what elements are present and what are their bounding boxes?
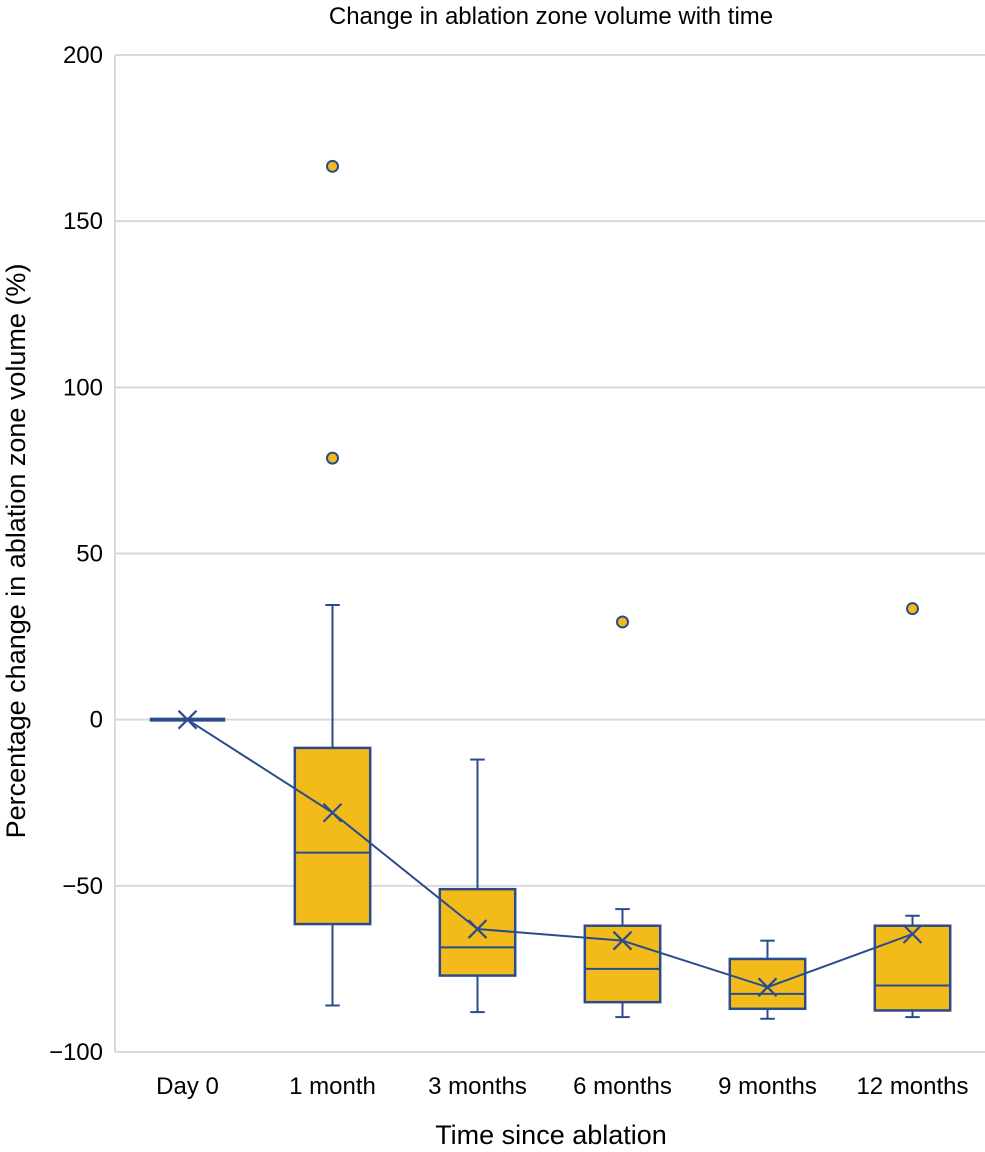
- outlier-point: [326, 451, 339, 465]
- box-body: [438, 887, 517, 977]
- box-body: [728, 957, 807, 1011]
- outlier-point: [616, 615, 629, 629]
- grid: [114, 54, 985, 1053]
- x-tick-label: 3 months: [428, 1073, 527, 1100]
- box-2: [293, 159, 372, 1007]
- x-tick-label: 6 months: [573, 1073, 672, 1100]
- x-tick-label: 9 months: [718, 1073, 817, 1100]
- mean-line: [186, 718, 913, 989]
- x-axis-title: Time since ablation: [435, 1120, 667, 1150]
- y-tick-label: 0: [90, 707, 103, 734]
- y-axis: 200 150 100 50 0 −50 −100: [49, 42, 103, 1066]
- y-tick-label: −100: [49, 1039, 103, 1066]
- box-6: [873, 602, 952, 1019]
- mean-marker: [902, 924, 923, 944]
- box-5: [728, 939, 807, 1020]
- mean-marker: [322, 802, 343, 823]
- box-4: [583, 615, 662, 1019]
- y-tick-label: 200: [63, 42, 103, 69]
- mean-line-group: [177, 709, 923, 997]
- box-series: [149, 159, 952, 1020]
- box-body: [873, 924, 952, 1012]
- box-body: [293, 746, 372, 926]
- box-body: [583, 924, 662, 1004]
- y-tick-label: 50: [76, 541, 103, 568]
- y-axis-title: Percentage change in ablation zone volum…: [1, 264, 31, 839]
- x-tick-label: 12 months: [856, 1073, 968, 1100]
- outlier-point: [326, 159, 339, 173]
- x-tick-label: Day 0: [156, 1073, 219, 1100]
- mean-marker: [612, 930, 633, 951]
- y-tick-label: −50: [62, 873, 103, 900]
- mean-marker: [467, 919, 488, 939]
- y-tick-label: 100: [63, 374, 103, 401]
- y-tick-label: 150: [63, 208, 103, 235]
- x-tick-label: 1 month: [289, 1073, 376, 1100]
- x-axis: Day 0 1 month 3 months 6 months 9 months 12 m…: [156, 1073, 968, 1100]
- mean-marker: [177, 709, 198, 730]
- chart-title: Change in ablation zone volume with time: [329, 3, 773, 30]
- outlier-point: [906, 602, 919, 616]
- mean-marker: [757, 977, 778, 997]
